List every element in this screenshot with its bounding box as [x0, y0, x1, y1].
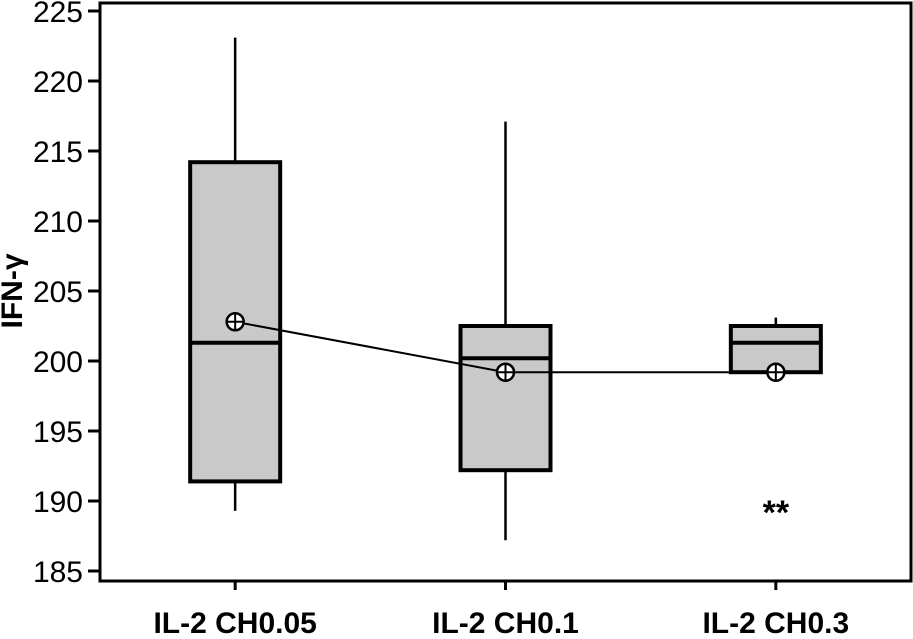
y-axis-tick-label: 200: [33, 346, 83, 379]
y-axis-tick-label: 210: [33, 206, 83, 239]
significance-annotation: **: [763, 494, 790, 532]
x-axis-category-label: IL-2 CH0.1: [432, 607, 579, 639]
y-axis-tick-label: 225: [33, 0, 83, 29]
y-axis-tick-label: 205: [33, 276, 83, 309]
x-axis-category-label: IL-2 CH0.3: [702, 607, 849, 639]
y-axis-tick-label: 185: [33, 556, 83, 589]
y-axis-tick-label: 190: [33, 486, 83, 519]
y-axis-tick-label: 195: [33, 416, 83, 449]
y-axis-tick-label: 215: [33, 136, 83, 169]
y-axis-tick-label: 220: [33, 66, 83, 99]
box: [458, 324, 553, 473]
x-axis-category-label: IL-2 CH0.05: [153, 607, 316, 639]
y-axis-title: IFN-γ: [0, 253, 29, 328]
